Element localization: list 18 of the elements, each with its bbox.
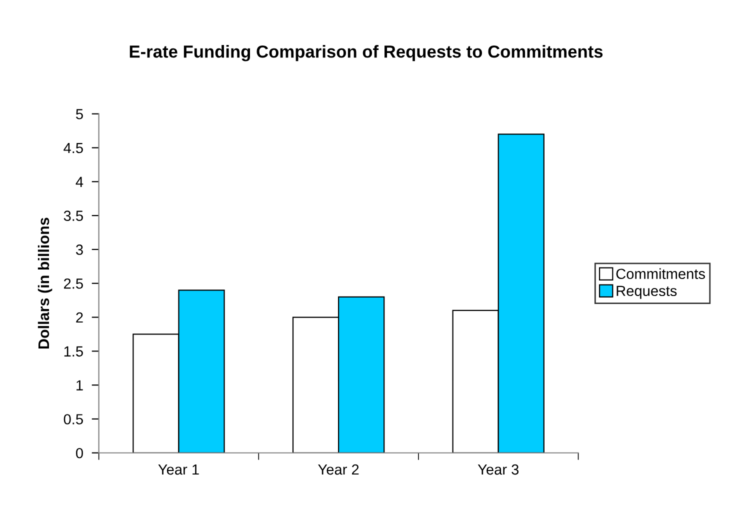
legend-label: Requests bbox=[616, 286, 677, 299]
y-tick-label: 4 bbox=[76, 176, 84, 187]
y-tick-label: 3 bbox=[76, 244, 83, 255]
y-tick-label: 0 bbox=[76, 448, 83, 458]
chart-title: E-rate Funding Comparison of Requests to Commitments bbox=[130, 45, 603, 62]
y-tick-label: 1 bbox=[76, 380, 83, 390]
legend-label: Commitments bbox=[616, 268, 705, 280]
y-tick-label: 2 bbox=[76, 312, 83, 323]
y-axis-title: Dollars (in billions bbox=[38, 218, 52, 349]
x-tick-label: Year 3 bbox=[478, 464, 519, 475]
y-tick-label: 5 bbox=[76, 109, 83, 120]
x-tick-label: Year 1 bbox=[158, 464, 199, 475]
y-tick-label: 3.5 bbox=[64, 210, 83, 221]
x-tick-label: Year 2 bbox=[318, 464, 359, 475]
y-tick-label: 4.5 bbox=[64, 143, 83, 154]
y-tick-label: 0.5 bbox=[64, 414, 83, 424]
y-tick-label: 1.5 bbox=[64, 346, 83, 357]
y-tick-label: 2.5 bbox=[64, 278, 83, 289]
